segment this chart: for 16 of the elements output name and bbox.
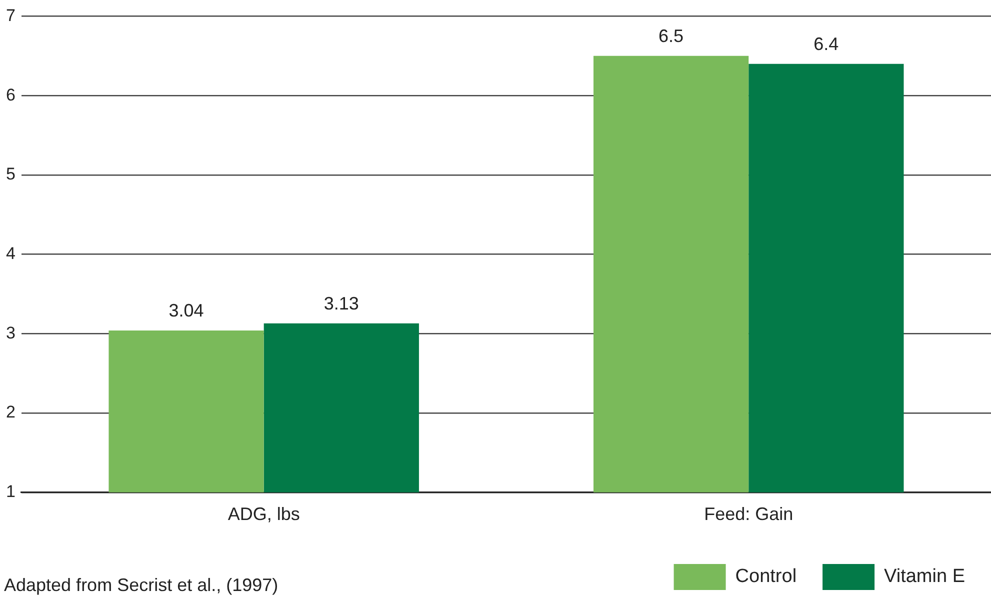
legend-label: Control <box>735 566 797 588</box>
y-tick-label: 7 <box>6 6 16 25</box>
data-label: 6.5 <box>658 26 684 46</box>
data-label: 3.13 <box>324 293 359 314</box>
y-tick-label: 6 <box>6 85 16 104</box>
y-tick-label: 4 <box>6 244 16 263</box>
y-tick-label: 1 <box>6 482 16 502</box>
y-tick-label: 2 <box>6 402 16 422</box>
data-label: 6.4 <box>814 34 839 54</box>
x-tick-label: Feed: Gain <box>704 504 794 524</box>
y-tick-label: 5 <box>6 164 16 184</box>
x-tick-label: ADG, lbs <box>228 504 300 524</box>
text: Adapted from Secrist et al., (1997) <box>4 574 278 595</box>
y-tick-label: 3 <box>6 323 16 342</box>
legend-label: Vitamin E <box>884 566 966 588</box>
data-label: 3.04 <box>168 300 204 320</box>
